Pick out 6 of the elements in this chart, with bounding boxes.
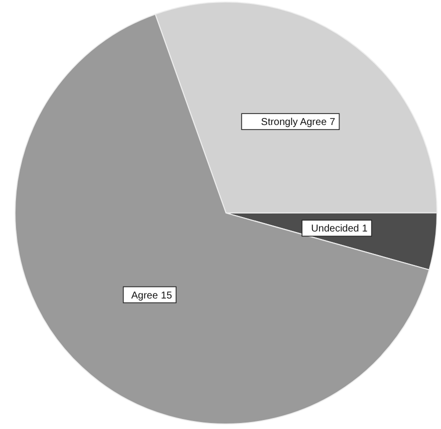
data-label: 15 [160, 290, 172, 302]
slice-label: Strongly Agree [261, 117, 328, 128]
slice-label: Undecided [311, 224, 359, 235]
data-label: 7 [330, 117, 336, 128]
slice-label: Agree [131, 290, 158, 302]
data-label: 1 [362, 224, 368, 235]
